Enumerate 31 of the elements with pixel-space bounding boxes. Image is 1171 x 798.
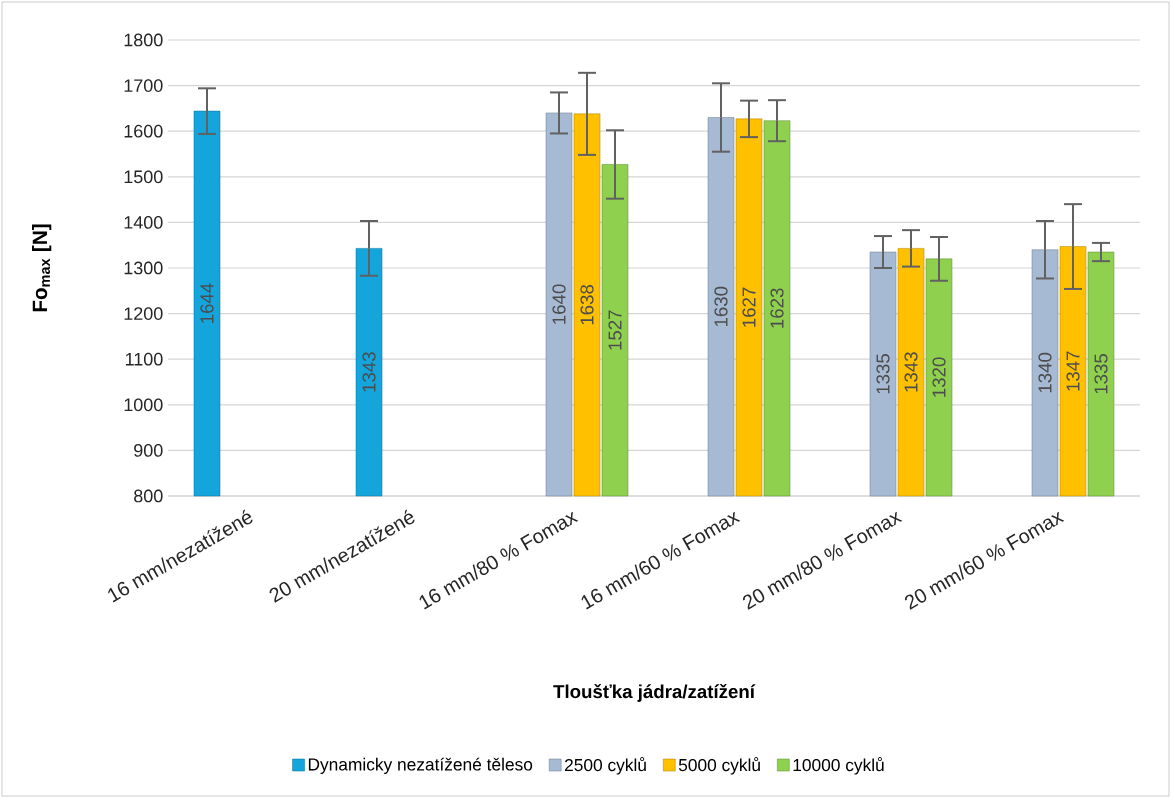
data-label: 1335 bbox=[876, 354, 890, 394]
y-axis-title: Fo$_{max}$ [N] bbox=[32, 224, 52, 312]
data-label: 1638 bbox=[580, 284, 594, 325]
data-label: 1320 bbox=[932, 357, 946, 397]
y-tick-label: 1100 bbox=[125, 352, 163, 366]
data-label: 1627 bbox=[742, 287, 756, 327]
data-label: 1644 bbox=[200, 283, 214, 323]
data-label: 1527 bbox=[608, 310, 622, 350]
y-tick-label: 800 bbox=[134, 489, 163, 503]
data-label: 1623 bbox=[770, 288, 784, 328]
y-tick-label: 1600 bbox=[124, 124, 163, 138]
data-label: 1640 bbox=[552, 284, 566, 324]
data-label: 1343 bbox=[362, 352, 376, 392]
legend-label: 5000 cyklů bbox=[678, 757, 760, 775]
y-tick-label: 1800 bbox=[124, 33, 163, 47]
x-axis-title: Tloušťka jádra/zatížení bbox=[553, 684, 756, 702]
y-tick-label: 1700 bbox=[124, 79, 163, 92]
legend-label: 10000 cyklů bbox=[793, 757, 884, 775]
y-tick-label: 1300 bbox=[124, 261, 163, 275]
data-label: 1335 bbox=[1094, 354, 1108, 394]
y-tick-label: 900 bbox=[134, 444, 163, 457]
y-tick-label: 1000 bbox=[124, 398, 163, 412]
legend-label: Dynamicky nezatížené těleso bbox=[308, 757, 533, 774]
data-label: 1347 bbox=[1066, 351, 1080, 391]
y-tick-label: 1200 bbox=[124, 307, 163, 320]
data-label: 1630 bbox=[714, 286, 728, 327]
y-tick-label: 1400 bbox=[124, 216, 163, 229]
data-label: 1343 bbox=[904, 352, 918, 392]
y-tick-label: 1500 bbox=[124, 170, 163, 184]
data-label: 1340 bbox=[1038, 352, 1052, 393]
legend-label: 2500 cyklů bbox=[565, 757, 646, 775]
